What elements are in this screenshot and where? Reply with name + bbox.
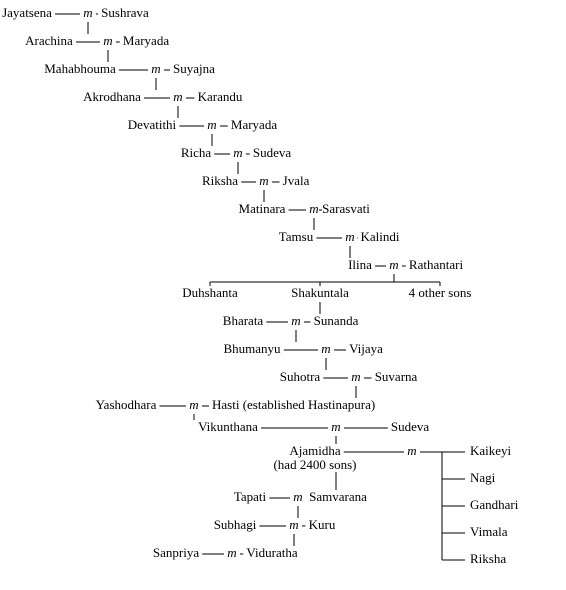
svg-text:m: m [189,397,198,412]
svg-text:m: m [173,89,182,104]
svg-text:Sarasvati: Sarasvati [322,201,370,216]
svg-text:m: m [293,489,302,504]
svg-text:m: m [345,229,354,244]
svg-text:Arachina: Arachina [25,33,73,48]
svg-text:Ajamidha: Ajamidha [289,443,340,458]
svg-text:m: m [233,145,242,160]
svg-text:Richa: Richa [181,145,212,160]
svg-text:Sudeva: Sudeva [253,145,292,160]
svg-text:Tamsu: Tamsu [279,229,314,244]
svg-text:Bharata: Bharata [223,313,264,328]
svg-text:Riksha: Riksha [470,551,506,566]
svg-text:Vikunthana: Vikunthana [198,419,258,434]
svg-text:Sushrava: Sushrava [101,5,149,20]
svg-text:Tapati: Tapati [234,489,267,504]
svg-text:m: m [351,369,360,384]
svg-text:Sunanda: Sunanda [314,313,359,328]
svg-text:Gandhari: Gandhari [470,497,519,512]
svg-text:Vijaya: Vijaya [349,341,383,356]
svg-text:Subhagi: Subhagi [214,517,257,532]
svg-text:Duhshanta: Duhshanta [182,285,238,300]
svg-text:m: m [151,61,160,76]
svg-text:Samvarana: Samvarana [309,489,367,504]
svg-text:Riksha: Riksha [202,173,238,188]
svg-text:Karandu: Karandu [198,89,243,104]
svg-text:m: m [389,257,398,272]
svg-text:Yashodhara: Yashodhara [96,397,157,412]
svg-text:Rathantari: Rathantari [409,257,464,272]
svg-text:Kalindi: Kalindi [361,229,400,244]
svg-text:m: m [291,313,300,328]
svg-text:Kaikeyi: Kaikeyi [470,443,512,458]
svg-text:Sudeva: Sudeva [391,419,430,434]
svg-text:Akrodhana: Akrodhana [83,89,141,104]
svg-text:Mahabhouma: Mahabhouma [44,61,116,76]
svg-text:Matinara: Matinara [239,201,286,216]
svg-text:m: m [103,33,112,48]
svg-text:Shakuntala: Shakuntala [291,285,349,300]
svg-text:(had 2400 sons): (had 2400 sons) [273,457,356,472]
svg-text:Hasti (established Hastinapura: Hasti (established Hastinapura) [212,397,375,412]
svg-text:Suyajna: Suyajna [173,61,215,76]
svg-text:Sanpriya: Sanpriya [153,545,199,560]
svg-text:Bhumanyu: Bhumanyu [223,341,281,356]
svg-text:m: m [83,5,92,20]
genealogy-tree: Jayatsena m Sushrava Arachina m Maryada Mahabh… [0,0,566,590]
svg-text:Ilina: Ilina [348,257,372,272]
svg-text:4 other sons: 4 other sons [409,285,472,300]
svg-text:Viduratha: Viduratha [246,545,297,560]
svg-text:m: m [227,545,236,560]
svg-text:Devatithi: Devatithi [128,117,177,132]
svg-text:m: m [407,443,416,458]
svg-text:Maryada: Maryada [123,33,169,48]
svg-text:m: m [309,201,318,216]
svg-text:Suvarna: Suvarna [375,369,418,384]
svg-text:Jayatsena: Jayatsena [2,5,52,20]
svg-text:Kuru: Kuru [309,517,336,532]
svg-text:m: m [331,419,340,434]
svg-text:Nagi: Nagi [470,470,496,485]
svg-text:m: m [259,173,268,188]
svg-text:Vimala: Vimala [470,524,508,539]
svg-text:m: m [321,341,330,356]
svg-text:Suhotra: Suhotra [280,369,321,384]
svg-text:m: m [289,517,298,532]
svg-text:m: m [207,117,216,132]
svg-text:Jvala: Jvala [283,173,310,188]
svg-text:Maryada: Maryada [231,117,277,132]
